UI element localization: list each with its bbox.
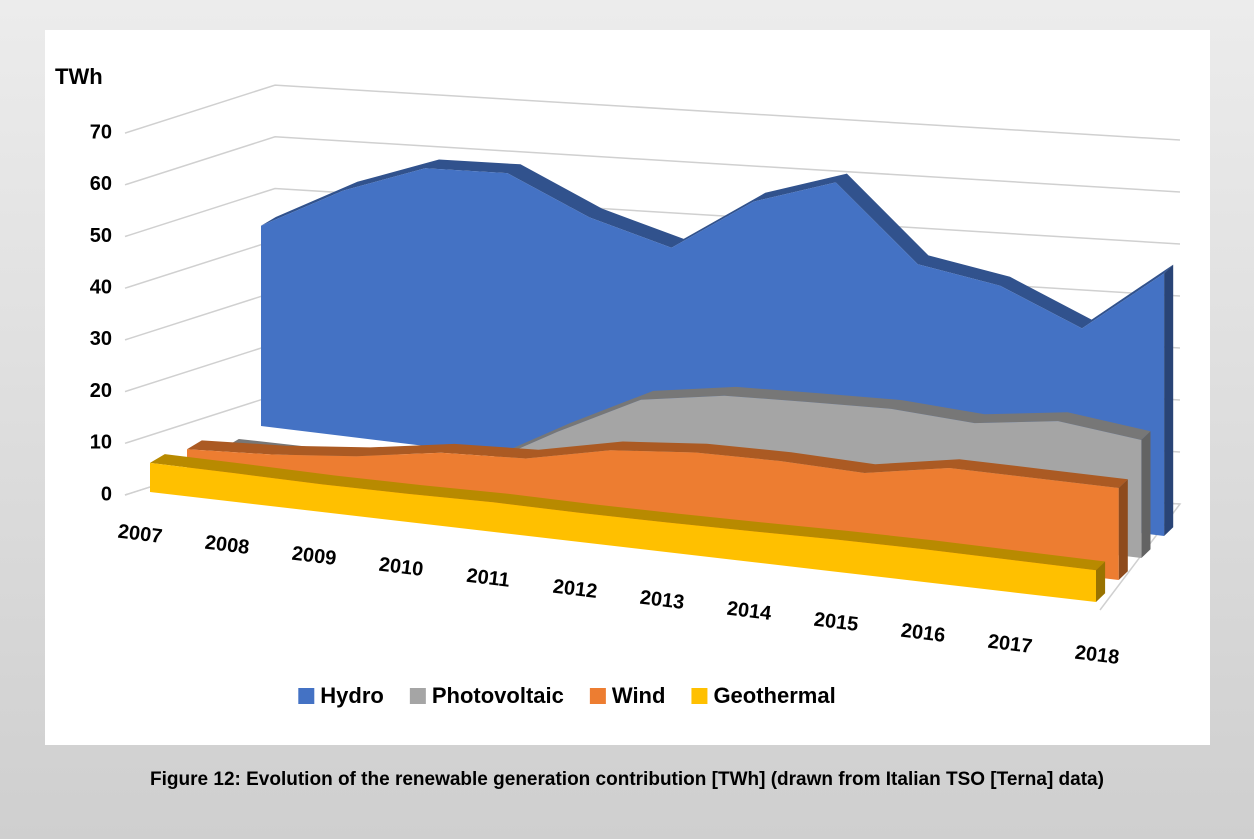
grid-line xyxy=(124,136,1181,193)
legend-label: Photovoltaic xyxy=(432,683,564,708)
y-tick-label: 70 xyxy=(90,121,112,143)
x-tick-label: 2018 xyxy=(1074,642,1121,669)
area-top xyxy=(187,440,1128,488)
x-tick-label: 2014 xyxy=(726,598,774,625)
grid-line xyxy=(124,84,1181,141)
x-tick-label: 2011 xyxy=(465,565,511,592)
plot: 0 10 20 30 40 50 60 70 2007 2008 2009 2010 2011 2012 2… xyxy=(90,84,1182,669)
area-top xyxy=(150,454,1106,571)
legend-label: Hydro xyxy=(320,683,384,708)
y-tick-label: 0 xyxy=(101,483,112,505)
x-tick-label: 2010 xyxy=(378,554,425,581)
y-tick-label: 40 xyxy=(90,276,112,298)
x-tick-label: 2016 xyxy=(900,620,947,647)
x-tick-label: 2009 xyxy=(291,543,338,570)
x-tick-label: 2017 xyxy=(987,631,1034,658)
x-tick-label: 2015 xyxy=(813,609,860,636)
legend-swatch xyxy=(409,688,426,704)
x-tick-label: 2008 xyxy=(204,532,251,559)
y-tick-label: 60 xyxy=(90,173,112,195)
area-top xyxy=(224,386,1151,469)
x-tick-label: 2013 xyxy=(639,587,686,614)
legend-swatch xyxy=(589,688,606,704)
y-tick-label: 20 xyxy=(90,380,112,402)
area-side xyxy=(1096,561,1106,602)
legend-swatch xyxy=(298,688,315,704)
legend-label: Geothermal xyxy=(713,683,835,708)
area xyxy=(150,462,1096,602)
legend-swatch xyxy=(691,688,708,704)
caption: Figure 12: Evolution of the renewable ge… xyxy=(150,769,1104,790)
x-tick-label: 2012 xyxy=(552,576,599,603)
y-tick-label: 50 xyxy=(90,225,112,247)
y-tick-label: 10 xyxy=(90,432,112,454)
x-tick-label: 2007 xyxy=(117,521,164,548)
y-tick-label: 30 xyxy=(90,328,112,350)
legend: Hydro Photovoltaic Wind Geothermal xyxy=(298,683,836,708)
area-side xyxy=(1118,479,1128,580)
y-axis-label: TWh xyxy=(55,64,103,89)
area-side xyxy=(1164,264,1174,536)
area-side xyxy=(1141,431,1151,558)
legend-label: Wind xyxy=(612,683,666,708)
